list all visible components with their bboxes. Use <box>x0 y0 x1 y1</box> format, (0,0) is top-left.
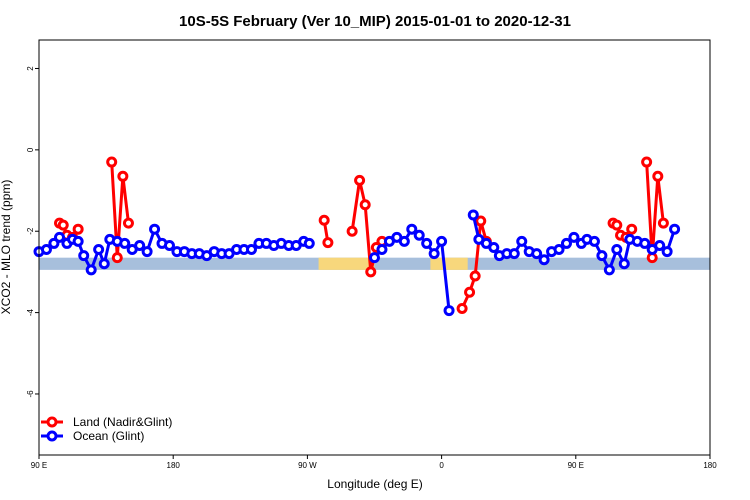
ocean-point-0-8 <box>85 264 97 276</box>
ocean-point-2-20 <box>611 244 623 256</box>
land-point-1-2 <box>117 170 129 182</box>
ocean-point-2-13 <box>560 237 572 249</box>
ocean-point-0-10 <box>98 258 110 270</box>
legend: Land (Nadir&Glint) Ocean (Glint) <box>41 415 172 443</box>
ocean-point-0-30 <box>245 244 257 256</box>
y-axis: 2 0 -2 -4 -6 <box>26 66 39 398</box>
ocean-point-2-21 <box>618 258 630 270</box>
y-axis-label: XCO2 - MLO trend (ppm) <box>0 180 13 315</box>
ocean-point-0-13 <box>119 237 131 249</box>
x-tick-label-1: 180 <box>167 461 181 470</box>
ocean-point-0-1 <box>40 244 52 256</box>
land-point-5-1 <box>611 219 623 231</box>
ocean-point-1-5 <box>406 223 418 235</box>
ocean-point-0-15 <box>134 239 146 251</box>
ocean-point-1-7 <box>421 237 433 249</box>
ocean-point-1-9 <box>436 235 448 247</box>
ocean-point-2-24 <box>639 237 651 249</box>
x-tick-label-3: 0 <box>439 461 444 470</box>
legend-item-land: Land (Nadir&Glint) <box>41 415 172 429</box>
land-point-3-2 <box>359 199 371 211</box>
ocean-point-2-28 <box>669 223 681 235</box>
ocean-point-0-7 <box>78 250 90 262</box>
ocean-point-2-18 <box>596 250 608 262</box>
map-strip-land-1 <box>430 257 468 270</box>
x-tick-label-4: 90 E <box>568 461 584 470</box>
land-point-4-2 <box>469 270 481 282</box>
ocean-point-0-9 <box>93 244 105 256</box>
land-point-3-3 <box>365 266 377 278</box>
x-tick-label-0: 90 E <box>31 461 47 470</box>
y-tick-label-0: 2 <box>26 66 35 71</box>
y-tick-label-1: 0 <box>26 147 35 152</box>
chart-title: 10S-5S February (Ver 10_MIP) 2015-01-01 … <box>179 13 571 30</box>
ocean-point-2-26 <box>654 239 666 251</box>
land-point-3-1 <box>354 174 366 186</box>
ocean-point-1-6 <box>413 229 425 241</box>
land-point-6-0 <box>641 156 653 168</box>
ocean-point-2-3 <box>488 242 500 253</box>
ocean-point-2-6 <box>508 248 520 260</box>
land-point-0-4 <box>72 223 84 235</box>
y-tick-label-3: -4 <box>26 308 35 316</box>
land-point-4-1 <box>464 286 476 298</box>
land-point-0-1 <box>57 219 69 231</box>
map-strip-land-0 <box>318 257 375 270</box>
ocean-point-2-27 <box>661 246 673 258</box>
ocean-point-1-0 <box>369 252 380 264</box>
ocean-point-2-14 <box>568 231 580 243</box>
land-point-3-0 <box>346 225 358 237</box>
land-point-1-3 <box>122 217 134 229</box>
ocean-point-2-10 <box>538 254 550 266</box>
land-point-2-0 <box>318 214 330 226</box>
ocean-point-0-17 <box>149 223 161 235</box>
ocean-point-0-16 <box>141 246 153 258</box>
legend-ocean-marker <box>46 430 58 442</box>
x-tick-label-5: 180 <box>703 461 717 470</box>
ocean-point-0-19 <box>163 239 175 251</box>
series-layer <box>33 156 681 317</box>
ocean-point-1-1 <box>376 244 388 256</box>
legend-land-marker <box>46 416 58 428</box>
legend-land-label: Land (Nadir&Glint) <box>73 415 172 429</box>
land-point-4-3 <box>475 215 487 227</box>
ocean-point-0-38 <box>303 237 315 249</box>
land-point-6-2 <box>652 170 664 182</box>
ocean-point-1-10 <box>443 305 455 317</box>
land-line-6 <box>645 161 665 260</box>
x-axis-label: Longitude (deg E) <box>327 477 422 491</box>
x-tick-label-2: 90 W <box>298 461 317 470</box>
series-ocean <box>33 209 681 317</box>
ocean-point-1-8 <box>428 248 440 260</box>
x-axis: 90 E 180 90 W 0 90 E 180 <box>31 455 717 470</box>
legend-item-ocean: Ocean (Glint) <box>41 429 144 443</box>
ocean-point-0-3 <box>54 231 66 243</box>
land-line-1 <box>110 161 130 260</box>
ocean-point-1-4 <box>398 235 410 247</box>
ocean-point-2-12 <box>553 244 565 256</box>
ocean-point-2-0 <box>467 209 479 221</box>
land-point-1-1 <box>111 252 123 264</box>
ocean-point-2-19 <box>603 264 615 276</box>
ocean-point-2-7 <box>516 235 528 247</box>
plot-frame <box>38 39 711 456</box>
land-point-1-0 <box>106 156 118 168</box>
land-point-5-4 <box>626 223 638 235</box>
ocean-point-2-9 <box>531 248 543 260</box>
land-point-2-1 <box>322 237 334 249</box>
ocean-point-2-17 <box>588 235 600 247</box>
land-point-6-3 <box>657 217 669 229</box>
legend-ocean-label: Ocean (Glint) <box>73 429 144 443</box>
ocean-point-0-6 <box>72 235 84 247</box>
y-tick-label-4: -6 <box>26 390 35 398</box>
y-tick-label-2: -2 <box>26 227 35 235</box>
land-point-4-0 <box>456 303 468 315</box>
